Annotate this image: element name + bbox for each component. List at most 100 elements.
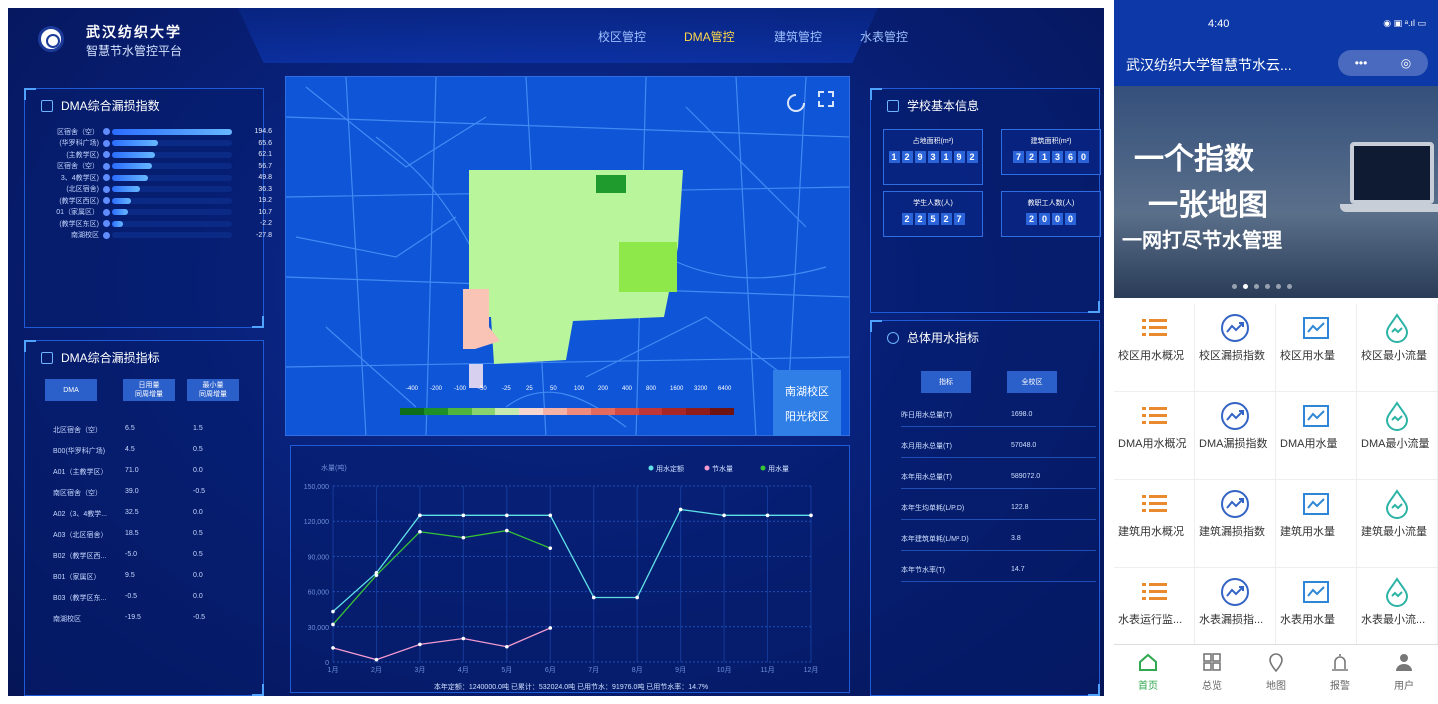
digit: 9 <box>914 151 926 163</box>
leak-index-row[interactable]: (华罗科广场) 65.6 <box>31 139 272 148</box>
feature-item[interactable]: 水表最小流... <box>1357 568 1438 656</box>
digit: 0 <box>1052 213 1063 225</box>
feature-item[interactable]: 建筑用水概况 <box>1114 480 1195 568</box>
leak-index-label: 01（家属区） <box>56 209 99 216</box>
nav-meter[interactable]: 水表管控 <box>860 30 909 44</box>
nav-campus[interactable]: 校区管控 <box>598 30 647 44</box>
leak-index-row[interactable]: (北区宿舍) 36.3 <box>31 185 272 194</box>
series-point <box>765 513 770 518</box>
feature-item[interactable]: 校区漏损指数 <box>1195 304 1276 392</box>
banner-dot[interactable] <box>1254 284 1259 289</box>
feature-item[interactable]: 建筑漏损指数 <box>1195 480 1276 568</box>
water-index-row[interactable]: 本月用水总量(T) 57048.0 <box>901 434 1096 458</box>
trend-circle-icon <box>1219 576 1251 608</box>
feature-item[interactable]: 校区用水量 <box>1276 304 1357 392</box>
university-logo-icon <box>38 26 64 52</box>
water-index-row[interactable]: 昨日用水总量(T) 1698.0 <box>901 403 1096 427</box>
table-cell: 0.0 <box>193 467 203 474</box>
feature-item[interactable]: DMA用水量 <box>1276 392 1357 480</box>
digit: 2 <box>901 213 913 225</box>
table-cell: -0.5 <box>193 614 206 621</box>
feature-item[interactable]: 水表用水量 <box>1276 568 1357 656</box>
th-min[interactable]: 最小量 同周增量 <box>187 379 239 401</box>
water-index-row[interactable]: 本年用水总量(T) 589072.0 <box>901 465 1096 489</box>
feature-item[interactable]: 建筑用水量 <box>1276 480 1357 568</box>
school-info-title: 学校基本信息 <box>887 97 979 114</box>
more-icon[interactable]: ••• <box>1354 56 1368 70</box>
refresh-icon[interactable] <box>787 94 805 112</box>
x-tick-label: 10月 <box>717 666 732 674</box>
leak-index-row[interactable]: 区宿舍（空） 194.6 <box>31 127 272 136</box>
header: 武汉纺织大学 智慧节水管控平台 校区管控 DMA管控 建筑管控 水表管控 <box>8 8 1104 70</box>
leak-index-row[interactable]: 区宿舍（空） 56.7 <box>31 162 272 171</box>
nav-dma[interactable]: DMA管控 <box>684 30 735 44</box>
leak-index-dot <box>103 208 110 216</box>
leak-index-row[interactable]: (主教学区) 62.1 <box>31 150 272 159</box>
leak-index-fill <box>112 197 132 204</box>
tab-user[interactable]: 用户 <box>1372 651 1436 692</box>
feature-item[interactable]: 水表运行监... <box>1114 568 1195 656</box>
water-index-row[interactable]: 本年节水率(T) 14.7 <box>901 558 1096 582</box>
leak-index-row[interactable]: (教学区东区) -2.2 <box>31 219 272 228</box>
info-box: 教职工人数(人) 2 0 0 0 <box>1001 191 1101 237</box>
tab-home[interactable]: 首页 <box>1116 651 1180 692</box>
zone-east[interactable] <box>619 242 677 292</box>
legend-swatch <box>638 408 663 415</box>
leak-index-row[interactable]: 3、4教学区) 49.8 <box>31 173 272 182</box>
status-time: 4:40 <box>1208 18 1230 30</box>
list-icon <box>1138 312 1170 344</box>
zone-north[interactable] <box>596 175 626 193</box>
dashboard: 武汉纺织大学 智慧节水管控平台 校区管控 DMA管控 建筑管控 水表管控 DMA… <box>8 8 1104 696</box>
fullscreen-icon[interactable] <box>818 91 834 107</box>
tab-alarm[interactable]: 报警 <box>1308 651 1372 692</box>
feature-label: 校区用水量 <box>1280 350 1335 362</box>
campus-map[interactable] <box>285 76 850 436</box>
capsule-menu: ••• ◎ <box>1338 50 1428 76</box>
feature-item[interactable]: DMA最小流量 <box>1357 392 1438 480</box>
feature-item[interactable]: 水表漏损指... <box>1195 568 1276 656</box>
zone-south[interactable] <box>469 364 483 388</box>
leak-index-row[interactable]: 南湖校区 -27.8 <box>31 231 272 240</box>
leak-index-track <box>112 209 232 215</box>
table-cell: 18.5 <box>125 530 139 537</box>
digit: 3 <box>927 151 939 163</box>
banner-dot[interactable] <box>1276 284 1281 289</box>
th-dma[interactable]: DMA <box>45 379 97 401</box>
feature-item[interactable]: 校区用水概况 <box>1114 304 1195 392</box>
legend-swatch <box>686 408 711 415</box>
water-index-title-text: 总体用水指标 <box>907 331 980 345</box>
th-index[interactable]: 指标 <box>921 371 971 393</box>
table-cell: A03（北区宿舍） <box>53 532 108 539</box>
zone-main[interactable] <box>469 170 683 364</box>
nav-building[interactable]: 建筑管控 <box>774 30 823 44</box>
th-daily[interactable]: 日用量 同周增量 <box>123 379 175 401</box>
feature-item[interactable]: DMA用水概况 <box>1114 392 1195 480</box>
tab-label: 总览 <box>1202 681 1222 692</box>
promo-banner[interactable]: 一个指数 一张地图 一网打尽节水管理 <box>1114 86 1438 298</box>
zone-west[interactable] <box>463 289 500 349</box>
feature-item[interactable]: 校区最小流量 <box>1357 304 1438 392</box>
feature-item[interactable]: DMA漏损指数 <box>1195 392 1276 480</box>
banner-dot[interactable] <box>1265 284 1270 289</box>
tab-overview[interactable]: 总览 <box>1180 651 1244 692</box>
leak-index-row[interactable]: 01（家属区） 10.7 <box>31 208 272 217</box>
close-target-icon[interactable]: ◎ <box>1400 56 1412 70</box>
feature-item[interactable]: 建筑最小流量 <box>1357 480 1438 568</box>
campus-nanhu[interactable]: 南湖校区 <box>785 385 829 398</box>
tab-map-pin[interactable]: 地图 <box>1244 651 1308 692</box>
leak-index-value: 62.1 <box>258 151 272 158</box>
banner-dot[interactable] <box>1243 284 1248 289</box>
water-index-row[interactable]: 本年生均单耗(L/P.D) 122.8 <box>901 496 1096 520</box>
feature-label: 校区用水概况 <box>1118 350 1184 362</box>
th-all-campus[interactable]: 全校区 <box>1007 371 1057 393</box>
campus-yangguang[interactable]: 阳光校区 <box>785 410 829 423</box>
banner-dot[interactable] <box>1287 284 1292 289</box>
leak-index-row[interactable]: (教学区西区) 19.2 <box>31 196 272 205</box>
table-cell: -0.5 <box>125 593 138 600</box>
map-controls <box>787 91 834 112</box>
series-point <box>548 513 553 518</box>
banner-dot[interactable] <box>1232 284 1237 289</box>
water-index-row[interactable]: 本年建筑单耗(L/M².D) 3.8 <box>901 527 1096 551</box>
info-box-label: 占地面积(m²) <box>912 138 954 145</box>
